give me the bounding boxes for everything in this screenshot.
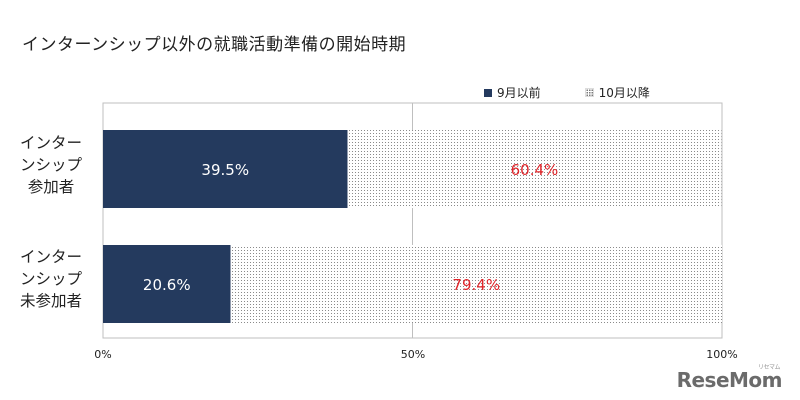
bar-after-oct (347, 130, 722, 208)
x-tick-label: 0% (94, 348, 112, 361)
data-label: 20.6% (143, 276, 191, 294)
legend-label-after-oct: 10月以降 (598, 86, 650, 100)
category-label-participants: インター ンシップ 参加者 (5, 132, 97, 198)
category-label-line: 未参加者 (19, 292, 82, 310)
category-label-line: ンシップ (19, 270, 82, 288)
x-tick-label: 50% (400, 348, 426, 361)
resemom-logo: ReseMom リセマム (676, 364, 783, 392)
legend-item-after-oct: 10月以降 (584, 84, 650, 101)
bar-before-sept (103, 130, 348, 208)
bar-before-sept (103, 245, 231, 323)
legend-swatch-after-oct (584, 88, 594, 97)
chart-title: インターンシップ以外の就職活動準備の開始時期 (22, 35, 407, 55)
category-label-line: インター (19, 248, 82, 266)
data-label: 79.4% (452, 276, 500, 294)
x-tick-label: 100% (706, 348, 738, 361)
category-label-line: ンシップ (19, 156, 82, 174)
bar-after-oct (230, 245, 722, 323)
category-label-line: 参加者 (27, 178, 75, 196)
legend-item-before-sept: 9月以前 (484, 84, 541, 101)
legend: 9月以前 10月以降 (484, 84, 694, 101)
legend-label-before-sept: 9月以前 (497, 86, 541, 100)
data-label: 60.4% (511, 161, 559, 179)
category-label-line: インター (19, 134, 82, 152)
legend-swatch-before-sept (484, 88, 492, 97)
data-label: 39.5% (201, 161, 249, 179)
category-label-non-participants: インター ンシップ 未参加者 (5, 246, 97, 312)
